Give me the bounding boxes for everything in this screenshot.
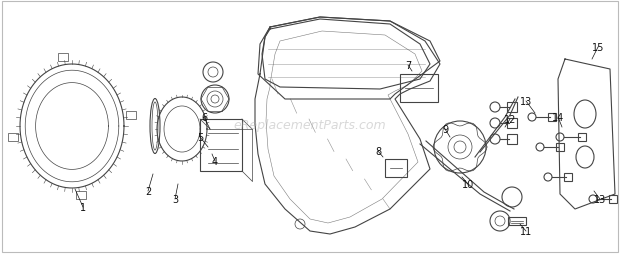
Text: 14: 14: [552, 113, 564, 122]
Bar: [7, 133, 18, 141]
Text: 9: 9: [442, 124, 448, 134]
Text: eReplacementParts.com: eReplacementParts.com: [234, 118, 386, 131]
Text: 7: 7: [405, 61, 411, 71]
Text: 5: 5: [197, 133, 203, 142]
Bar: [58, 54, 68, 62]
Text: 6: 6: [201, 113, 207, 122]
Bar: [200, 120, 242, 171]
Bar: [126, 112, 136, 120]
Bar: [507, 119, 517, 129]
Bar: [548, 114, 556, 121]
Text: 4: 4: [212, 156, 218, 166]
Text: 12: 12: [504, 115, 516, 124]
Bar: [564, 173, 572, 181]
Text: 2: 2: [145, 186, 151, 196]
Text: 15: 15: [592, 43, 604, 53]
Bar: [556, 144, 564, 151]
Text: 13: 13: [520, 97, 532, 107]
Bar: [507, 134, 517, 145]
Bar: [578, 133, 586, 141]
Text: 11: 11: [520, 226, 532, 236]
Text: 10: 10: [462, 179, 474, 189]
Text: 13: 13: [594, 194, 606, 204]
Bar: [507, 103, 517, 113]
Bar: [508, 217, 526, 225]
Bar: [76, 191, 86, 199]
Bar: [385, 159, 407, 177]
Text: 8: 8: [375, 146, 381, 156]
Text: 1: 1: [80, 202, 86, 212]
Bar: [400, 75, 438, 103]
Text: 3: 3: [172, 194, 178, 204]
Bar: [609, 195, 617, 203]
